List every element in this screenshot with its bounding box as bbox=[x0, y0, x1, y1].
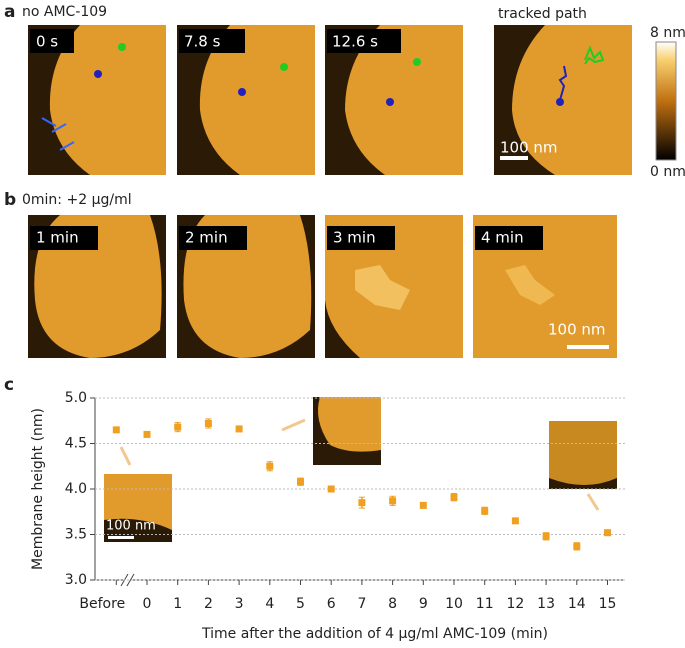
point bbox=[389, 497, 397, 505]
afm-image: 12.6 s bbox=[325, 25, 463, 175]
x-tick-label: 2 bbox=[204, 596, 213, 612]
afm-image: 100 nm bbox=[494, 25, 632, 175]
point bbox=[266, 462, 274, 470]
tracked-title: tracked path bbox=[498, 6, 587, 22]
point bbox=[481, 507, 489, 515]
x-tick-label: 6 bbox=[327, 596, 336, 612]
x-tick-label: 1 bbox=[173, 596, 182, 612]
colorbar-max: 8 nm bbox=[650, 25, 685, 41]
point bbox=[450, 493, 458, 501]
point bbox=[604, 529, 611, 537]
x-tick-label: 5 bbox=[296, 596, 305, 612]
frame-label: 4 min bbox=[481, 229, 524, 247]
frame-label: 0 s bbox=[36, 33, 58, 51]
point bbox=[511, 517, 519, 525]
afm-image: 1 min bbox=[28, 215, 166, 358]
point bbox=[143, 430, 151, 438]
afm-image: 0 s bbox=[28, 25, 166, 175]
afm-image: 2 min bbox=[177, 215, 315, 358]
x-tick-label: 0 bbox=[143, 596, 152, 612]
point bbox=[542, 532, 550, 540]
y-tick-label: 3.5 bbox=[65, 527, 87, 543]
point bbox=[174, 423, 182, 431]
inset-image: 100 nm bbox=[104, 474, 172, 542]
y-tick-label: 3.0 bbox=[65, 572, 87, 588]
scale-bar: 100 nm bbox=[548, 321, 606, 339]
x-tick-label: 14 bbox=[568, 596, 586, 612]
y-tick-label: 4.5 bbox=[65, 436, 87, 452]
frame-label: 1 min bbox=[36, 229, 79, 247]
panel-label: c bbox=[4, 375, 14, 395]
point bbox=[327, 485, 335, 493]
point bbox=[297, 478, 304, 486]
inset-image bbox=[313, 397, 381, 465]
afm-image: 7.8 s bbox=[177, 25, 315, 175]
frame-label: 12.6 s bbox=[332, 33, 378, 51]
x-tick-label: 11 bbox=[476, 596, 494, 612]
x-tick-label: 8 bbox=[388, 596, 397, 612]
x-tick-label: 3 bbox=[235, 596, 244, 612]
afm-image: 4 min 100 nm bbox=[473, 215, 617, 358]
y-axis-label: Membrane height (nm) bbox=[30, 408, 46, 570]
x-tick-label: 13 bbox=[537, 596, 555, 612]
x-tick-label: 12 bbox=[506, 596, 524, 612]
x-tick-label: 9 bbox=[419, 596, 428, 612]
x-tick-label: 15 bbox=[599, 596, 617, 612]
x-tick-label: 4 bbox=[265, 596, 274, 612]
colorbar bbox=[655, 41, 677, 161]
y-tick-label: 4.0 bbox=[65, 481, 87, 497]
point bbox=[573, 542, 581, 550]
condition: 0min: +2 μg/ml bbox=[22, 192, 132, 208]
condition: no AMC-109 bbox=[22, 4, 107, 20]
x-axis-label: Time after the addition of 4 μg/ml AMC-1… bbox=[201, 626, 548, 642]
colorbar-min: 0 nm bbox=[650, 164, 685, 180]
inset-image bbox=[549, 421, 617, 489]
point bbox=[419, 501, 427, 509]
point bbox=[112, 426, 120, 434]
point bbox=[358, 499, 366, 507]
frame-label: 3 min bbox=[333, 229, 376, 247]
x-tick-label: 10 bbox=[445, 596, 463, 612]
afm-image: 3 min bbox=[325, 215, 463, 358]
frame-label: 2 min bbox=[185, 229, 228, 247]
panel-label: a bbox=[4, 2, 15, 22]
scale-bar: 100 nm bbox=[106, 519, 156, 534]
scale-bar: 100 nm bbox=[500, 139, 558, 157]
x-tick-label: 7 bbox=[357, 596, 366, 612]
frame-label: 7.8 s bbox=[184, 33, 221, 51]
arrows bbox=[119, 418, 600, 511]
panel-label: b bbox=[4, 190, 16, 210]
point bbox=[235, 425, 243, 433]
x-tick-label: Before bbox=[79, 596, 125, 612]
point bbox=[204, 419, 212, 427]
y-tick-label: 5.0 bbox=[65, 390, 87, 406]
